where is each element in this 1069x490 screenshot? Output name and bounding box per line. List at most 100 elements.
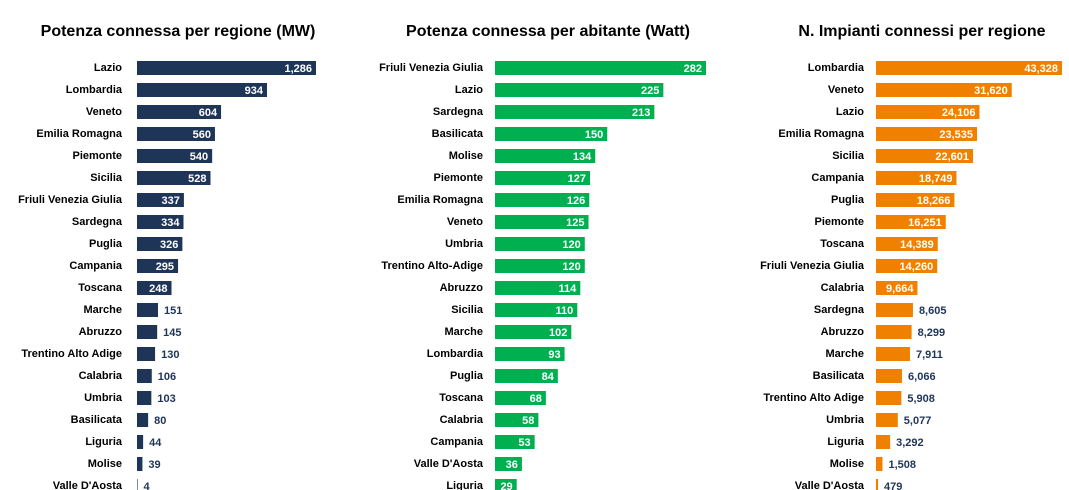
bar xyxy=(495,457,522,471)
bar xyxy=(137,479,138,490)
category-label: Abruzzo xyxy=(440,282,484,294)
value-label: 145 xyxy=(163,327,181,339)
value-label: 36 xyxy=(506,459,518,471)
bar xyxy=(876,303,913,317)
category-label: Veneto xyxy=(828,84,864,96)
bar xyxy=(876,149,974,163)
bar xyxy=(495,149,596,163)
bar xyxy=(495,215,589,229)
bar xyxy=(137,347,156,361)
chart-title: Potenza connessa per regione (MW) xyxy=(41,23,316,40)
value-label: 93 xyxy=(548,349,560,361)
bar xyxy=(495,413,539,427)
bar xyxy=(137,457,143,471)
chart-title: N. Impianti connessi per regione xyxy=(798,23,1045,40)
category-label: Marche xyxy=(83,304,122,316)
value-label: 84 xyxy=(542,371,555,383)
category-label: Emilia Romagna xyxy=(778,128,864,140)
bar xyxy=(137,303,159,317)
value-label: 58 xyxy=(522,415,534,427)
bar xyxy=(137,149,213,163)
category-label: Lombardia xyxy=(66,84,123,96)
category-label: Basilicata xyxy=(71,414,123,426)
bar xyxy=(876,347,910,361)
value-label: 39 xyxy=(148,459,160,471)
value-label: 248 xyxy=(149,283,167,295)
bar xyxy=(876,281,918,295)
value-label: 9,664 xyxy=(886,283,914,295)
value-label: 7,911 xyxy=(916,349,943,361)
value-label: 106 xyxy=(158,371,176,383)
category-label: Sicilia xyxy=(832,150,865,162)
value-label: 16,251 xyxy=(908,217,942,229)
bar xyxy=(495,369,558,383)
category-label: Basilicata xyxy=(432,128,484,140)
bar xyxy=(137,215,184,229)
category-label: Lombardia xyxy=(427,348,484,360)
value-label: 126 xyxy=(567,195,585,207)
bar xyxy=(876,105,980,119)
category-label: Calabria xyxy=(821,282,865,294)
bar xyxy=(876,193,955,207)
category-label: Veneto xyxy=(447,216,483,228)
category-label: Molise xyxy=(449,150,483,162)
category-label: Calabria xyxy=(79,370,123,382)
category-label: Valle D'Aosta xyxy=(795,480,865,490)
category-label: Sardegna xyxy=(433,106,484,118)
bar xyxy=(876,127,978,141)
bar xyxy=(876,479,879,490)
category-label: Friuli Venezia Giulia xyxy=(379,62,484,74)
bar xyxy=(876,325,912,339)
category-label: Liguria xyxy=(827,436,865,448)
category-label: Umbria xyxy=(826,414,865,426)
category-label: Puglia xyxy=(89,238,123,250)
bar xyxy=(495,237,585,251)
category-label: Sardegna xyxy=(814,304,865,316)
category-label: Piemonte xyxy=(72,150,122,162)
value-label: 44 xyxy=(149,437,162,449)
category-label: Trentino Alto Adige xyxy=(21,348,122,360)
category-label: Umbria xyxy=(445,238,484,250)
value-label: 213 xyxy=(632,107,650,119)
category-label: Abruzzo xyxy=(821,326,865,338)
chart: Potenza connessa per abitante (Watt) Friu… xyxy=(379,23,706,490)
value-label: 8,299 xyxy=(918,327,946,339)
bar xyxy=(495,193,590,207)
category-label: Lazio xyxy=(94,62,122,74)
value-label: 528 xyxy=(188,173,206,185)
value-label: 8,605 xyxy=(919,305,947,317)
bar xyxy=(876,435,891,449)
value-label: 479 xyxy=(884,481,902,490)
value-label: 4 xyxy=(144,481,151,490)
bar xyxy=(137,281,172,295)
bar xyxy=(876,413,898,427)
category-label: Marche xyxy=(825,348,864,360)
value-label: 326 xyxy=(160,239,178,251)
category-label: Toscana xyxy=(78,282,123,294)
value-label: 6,066 xyxy=(908,371,936,383)
bar xyxy=(495,61,706,75)
value-label: 29 xyxy=(500,481,512,490)
value-label: 134 xyxy=(573,151,592,163)
category-label: Campania xyxy=(69,260,122,272)
value-label: 102 xyxy=(549,327,567,339)
value-label: 295 xyxy=(156,261,174,273)
value-label: 120 xyxy=(562,239,580,251)
bar xyxy=(876,171,957,185)
bar xyxy=(495,259,585,273)
value-label: 22,601 xyxy=(935,151,969,163)
category-label: Calabria xyxy=(440,414,484,426)
bar xyxy=(495,391,546,405)
category-label: Trentino Alto-Adige xyxy=(381,260,483,272)
value-label: 18,749 xyxy=(919,173,953,185)
category-label: Lombardia xyxy=(808,62,865,74)
category-label: Emilia Romagna xyxy=(36,128,122,140)
category-label: Umbria xyxy=(84,392,123,404)
value-label: 114 xyxy=(559,283,578,295)
category-label: Liguria xyxy=(446,480,484,490)
category-label: Trentino Alto Adige xyxy=(763,392,864,404)
category-label: Sardegna xyxy=(72,216,123,228)
value-label: 5,077 xyxy=(904,415,932,427)
bar xyxy=(137,325,158,339)
bar xyxy=(137,105,222,119)
